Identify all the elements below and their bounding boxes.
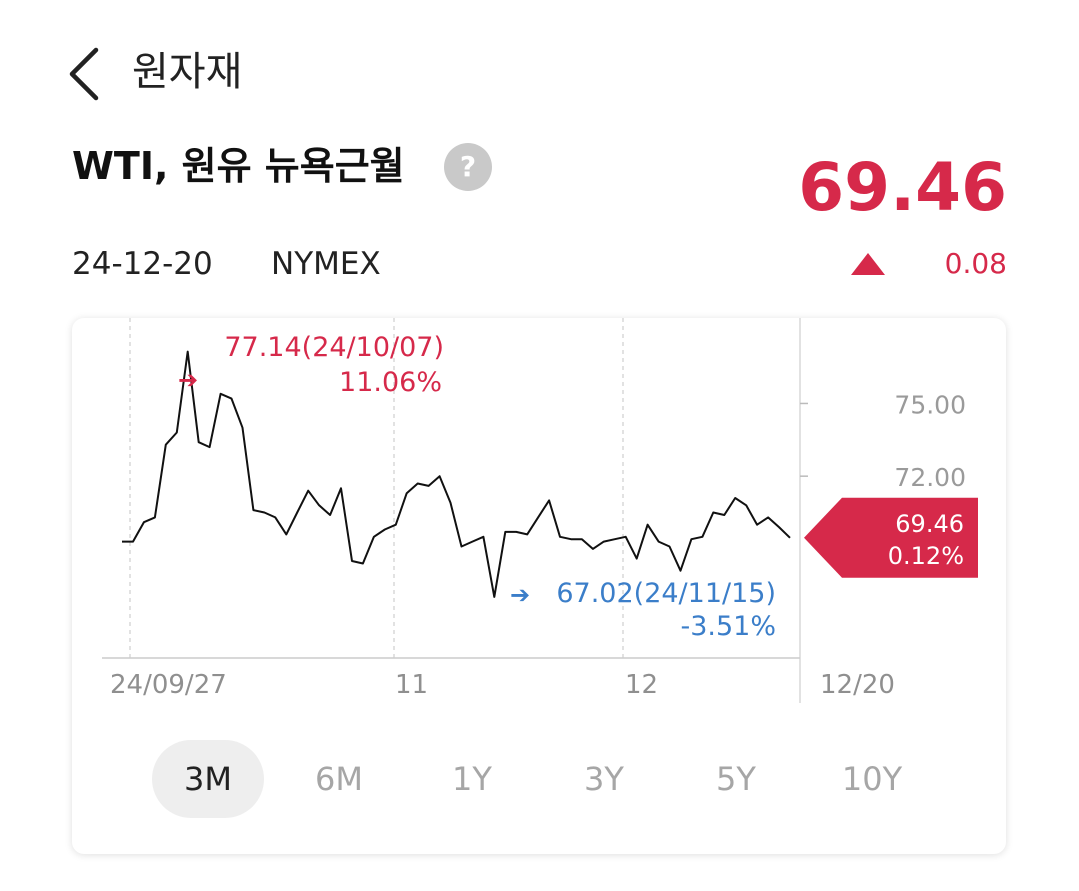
range-tab-3y[interactable]: 3Y: [584, 760, 624, 798]
high-marker-pct: 11.06%: [339, 367, 442, 398]
low-marker-pct: -3.51%: [680, 611, 776, 642]
low-marker-label: 67.02(24/11/15): [556, 578, 776, 609]
exchange-name: NYMEX: [271, 246, 381, 282]
current-price-tag-value: 69.46: [895, 510, 964, 538]
x-tick-label: 12/20: [820, 670, 895, 700]
chevron-left-icon[interactable]: [60, 44, 110, 104]
current-price-tag-pct: 0.12%: [888, 542, 964, 570]
triangle-up-icon: [851, 253, 885, 275]
page-title: 원자재: [132, 49, 243, 95]
range-tab-1y[interactable]: 1Y: [452, 760, 492, 798]
range-tab-5y[interactable]: 5Y: [716, 760, 756, 798]
help-icon[interactable]: ?: [444, 143, 492, 191]
instrument-name: WTI, 원유 뉴욕근월: [72, 144, 405, 188]
low-arrow-icon: ➔: [510, 581, 530, 609]
price-line: [122, 350, 791, 598]
x-tick-label: 12: [625, 670, 658, 700]
current-price-tag: [804, 497, 978, 578]
price-change: 0.08: [944, 247, 1007, 280]
x-tick-label: 24/09/27: [110, 670, 227, 700]
range-tabs: 3M 6M 1Y 3Y 5Y 10Y: [72, 740, 1006, 818]
high-marker-label: 77.14(24/10/07): [224, 332, 444, 363]
range-tab-6m[interactable]: 6M: [315, 760, 363, 798]
y-tick-label: 75.00: [894, 390, 966, 419]
current-price: 69.46: [798, 149, 1007, 226]
range-tab-3m[interactable]: 3M: [152, 740, 264, 818]
x-tick-label: 11: [395, 670, 428, 700]
high-arrow-icon: ➔: [178, 366, 198, 394]
price-chart[interactable]: 75.00 72.00 24/09/27 11 12 12/20 ➔ 77.14(24/10/…: [72, 318, 1006, 728]
range-tab-10y[interactable]: 10Y: [841, 760, 903, 798]
quote-date: 24-12-20: [72, 246, 213, 282]
y-tick-label: 72.00: [894, 463, 966, 492]
